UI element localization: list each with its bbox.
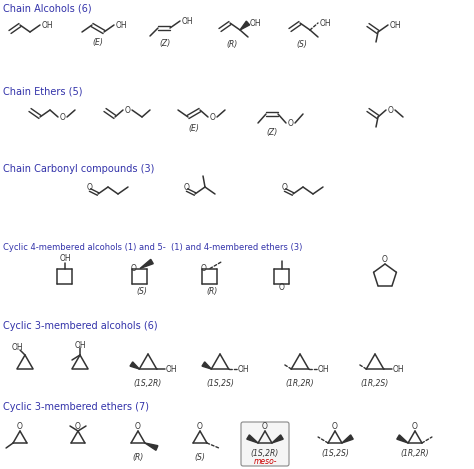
Text: OH: OH [59,254,71,263]
Text: O: O [184,182,190,191]
Text: OH: OH [319,18,331,28]
Text: OH: OH [74,340,86,349]
Text: O: O [282,182,288,191]
Text: OH: OH [249,18,261,28]
Polygon shape [240,21,250,30]
Text: OH: OH [41,21,53,30]
Polygon shape [130,362,139,369]
Text: Cyclic 3-membered alcohols (6): Cyclic 3-membered alcohols (6) [3,321,158,331]
Text: O: O [412,422,418,431]
Text: (1R,2R): (1R,2R) [401,448,429,457]
Text: (1S,2S): (1S,2S) [321,448,349,457]
Polygon shape [272,435,283,443]
Text: (E): (E) [189,123,200,133]
Polygon shape [140,259,153,268]
Text: (S): (S) [194,453,205,461]
Text: O: O [17,422,23,431]
Text: OH: OH [166,364,177,373]
Text: O: O [197,422,203,431]
Text: OH: OH [393,364,404,373]
Text: O: O [75,422,81,431]
Text: (1S,2S): (1S,2S) [206,378,234,387]
FancyBboxPatch shape [241,422,289,466]
Text: O: O [125,106,131,114]
Text: O: O [332,422,338,431]
Text: O: O [60,113,66,121]
Text: (Z): (Z) [159,38,171,47]
Text: O: O [382,255,388,264]
Text: Chain Ethers (5): Chain Ethers (5) [3,86,82,96]
Text: O: O [87,182,93,191]
Polygon shape [145,443,158,450]
Text: OH: OH [389,21,401,30]
Text: (E): (E) [92,38,103,46]
Text: O: O [262,422,268,431]
Text: O: O [210,113,216,121]
Polygon shape [247,435,258,443]
Text: Chain Alcohols (6): Chain Alcohols (6) [3,3,91,13]
Text: (1R,2R): (1R,2R) [286,378,314,387]
Text: (1S,2R): (1S,2R) [134,378,162,387]
Polygon shape [202,362,211,369]
Text: O: O [388,106,394,114]
Text: (S): (S) [297,39,308,48]
Text: OH: OH [181,16,193,25]
Text: O: O [130,264,137,273]
Text: (R): (R) [227,39,237,48]
Text: (R): (R) [206,287,218,296]
Text: Cyclic 3-membered ethers (7): Cyclic 3-membered ethers (7) [3,402,149,412]
Text: O: O [201,264,207,273]
Text: OH: OH [11,342,23,351]
Text: OH: OH [115,21,127,30]
Text: OH: OH [318,364,329,373]
Text: (1S,2R): (1S,2R) [251,448,279,457]
Text: (1R,2S): (1R,2S) [361,378,389,387]
Text: Chain Carbonyl compounds (3): Chain Carbonyl compounds (3) [3,164,155,174]
Polygon shape [397,435,408,443]
Text: O: O [288,119,294,128]
Text: (R): (R) [132,453,144,461]
Text: meso-: meso- [253,456,277,466]
Text: OH: OH [238,364,249,373]
Text: O: O [279,283,285,292]
Polygon shape [342,435,353,443]
Text: Cyclic 4-membered alcohols (1) and 5-  (1) and 4-membered ethers (3): Cyclic 4-membered alcohols (1) and 5- (1… [3,242,302,251]
Text: (S): (S) [137,287,147,296]
Text: O: O [135,422,141,431]
Text: (Z): (Z) [266,128,278,136]
